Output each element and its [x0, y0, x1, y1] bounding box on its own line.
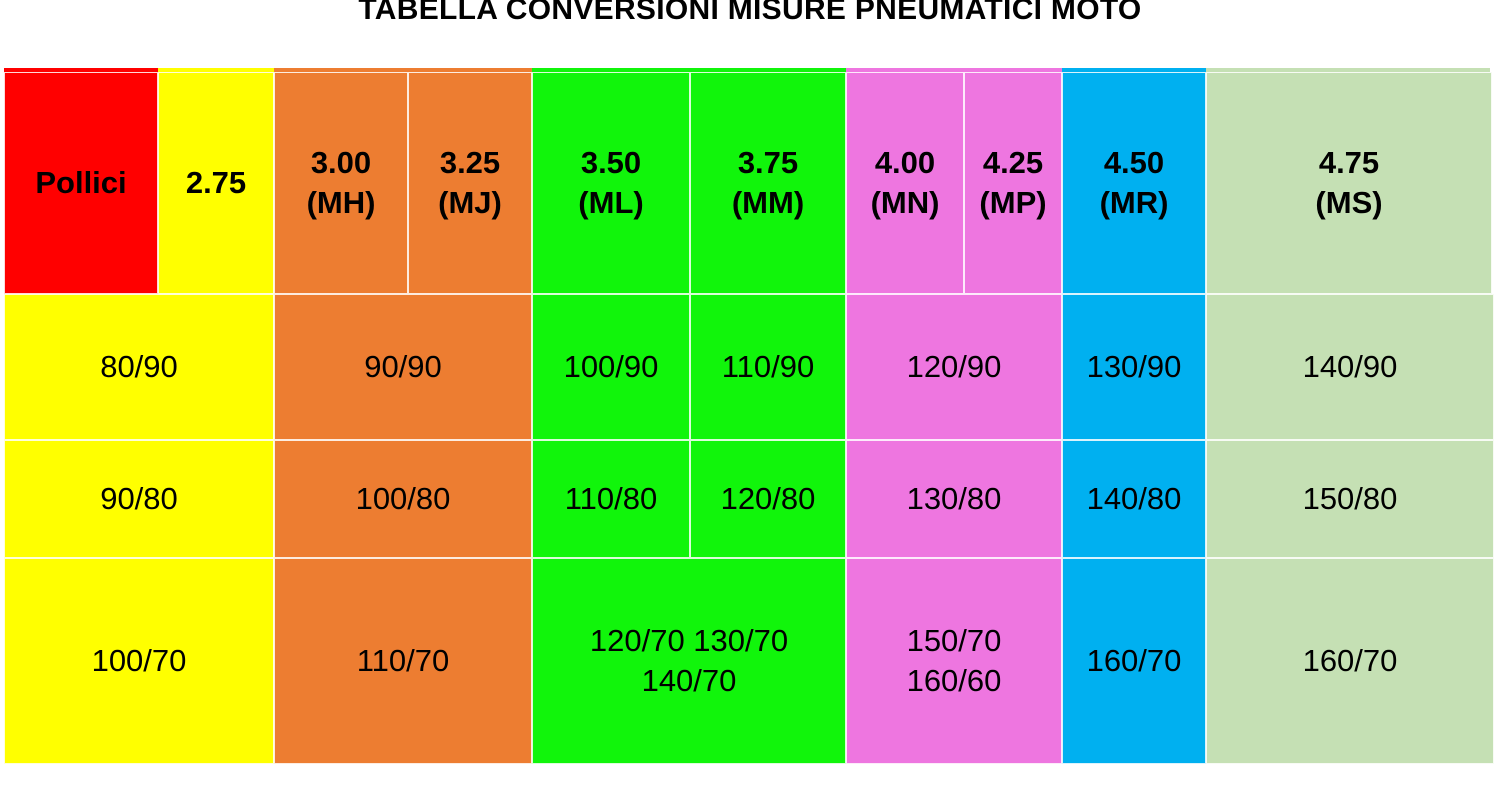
table-cell: 120/90 — [846, 294, 1062, 440]
header-2-75: 2.75 — [158, 72, 274, 294]
header-3-75: 3.75 (MM) — [690, 72, 846, 294]
header-4-50: 4.50 (MR) — [1062, 72, 1206, 294]
table-cell: 150/70 160/60 — [846, 558, 1062, 764]
table-cell: 80/90 — [4, 294, 274, 440]
table-cell: 110/90 — [690, 294, 846, 440]
header-3-50: 3.50 (ML) — [532, 72, 690, 294]
table-cell: 100/80 — [274, 440, 532, 558]
table-cell: 90/90 — [274, 294, 532, 440]
header-3-25: 3.25 (MJ) — [408, 72, 532, 294]
table-cell: 140/80 — [1062, 440, 1206, 558]
table-cell: 100/70 — [4, 558, 274, 764]
table-top-edge — [846, 68, 1062, 73]
table-top-edge — [1062, 68, 1206, 73]
table-top-edge — [158, 68, 274, 73]
table-cell: 100/90 — [532, 294, 690, 440]
table-cell: 90/80 — [4, 440, 274, 558]
table-top-edge — [532, 68, 846, 73]
header-4-75: 4.75 (MS) — [1206, 72, 1492, 294]
table-cell: 130/90 — [1062, 294, 1206, 440]
table-cell: 130/80 — [846, 440, 1062, 558]
header-3-00: 3.00 (MH) — [274, 72, 408, 294]
table-cell: 160/70 — [1062, 558, 1206, 764]
table-cell: 110/80 — [532, 440, 690, 558]
table-top-edge — [4, 68, 158, 73]
table-cell: 120/70 130/70 140/70 — [532, 558, 846, 764]
header-4-00: 4.00 (MN) — [846, 72, 964, 294]
header-4-25: 4.25 (MP) — [964, 72, 1062, 294]
table-cell: 140/90 — [1206, 294, 1494, 440]
header-pollici: Pollici — [4, 72, 158, 294]
table-cell: 160/70 — [1206, 558, 1494, 764]
table-cell: 110/70 — [274, 558, 532, 764]
table-top-edge — [274, 68, 532, 73]
table-cell: 120/80 — [690, 440, 846, 558]
table-cell: 150/80 — [1206, 440, 1494, 558]
table-top-edge — [1206, 68, 1490, 73]
page-title: TABELLA CONVERSIONI MISURE PNEUMATICI MO… — [358, 0, 1142, 26]
